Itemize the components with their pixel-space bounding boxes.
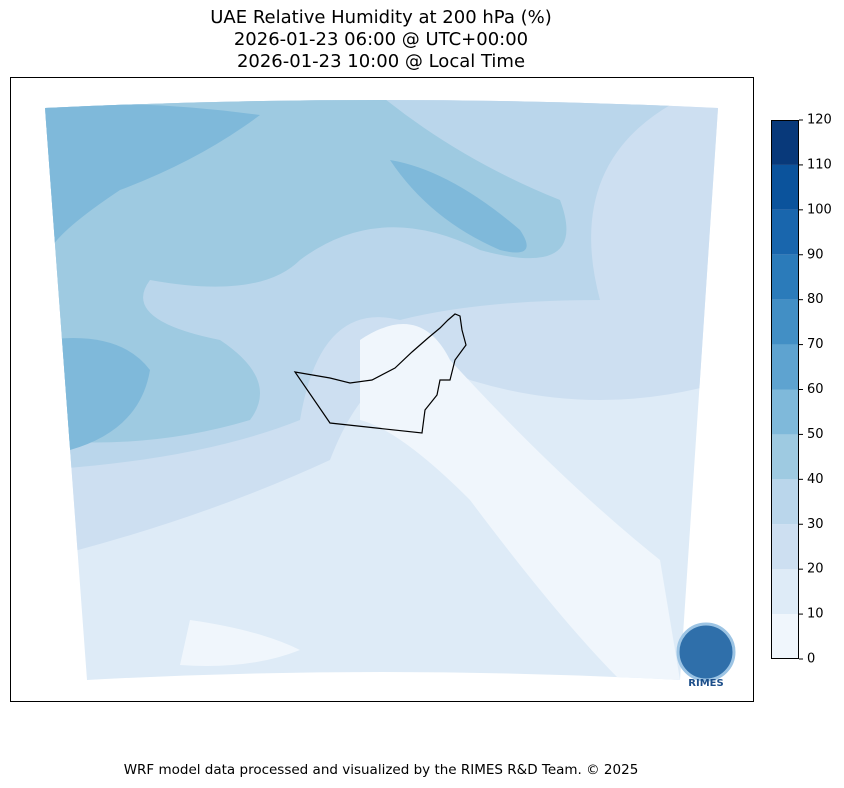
field-50-60 (45, 338, 150, 450)
colorbar-segment (771, 524, 799, 570)
colorbar-segment (771, 434, 799, 480)
colorbar-tick-label: 10 (807, 607, 824, 622)
colorbar-tick-label: 120 (807, 113, 832, 128)
title-line: 2026-01-23 10:00 @ Local Time (237, 51, 525, 72)
colorbar-tick-label: 70 (807, 337, 824, 352)
logo-text: RIMES (688, 678, 723, 689)
colorbar-tick-label: 40 (807, 472, 824, 487)
title-line: UAE Relative Humidity at 200 hPa (%) (210, 7, 551, 28)
colorbar-tick-label: 90 (807, 247, 824, 262)
field-50-60 (45, 103, 260, 250)
colorbar-frame (771, 120, 799, 659)
colorbar-tick-label: 20 (807, 562, 824, 577)
colorbar-tick-label: 80 (807, 292, 824, 307)
uae-border (293, 313, 467, 434)
colorbar-tick-label: 60 (807, 382, 824, 397)
footer: WRF model data processed and visualized … (124, 762, 639, 778)
colorbar-segment (771, 389, 799, 435)
logo-emblem (676, 622, 736, 682)
colorbar-segment (771, 209, 799, 255)
logo: RIMES (676, 622, 736, 689)
field-50-60 (390, 160, 527, 253)
humidity-field (45, 100, 718, 680)
colorbar-segment (771, 569, 799, 615)
colorbar-tick-label: 100 (807, 202, 832, 217)
field-0-10 (360, 324, 680, 680)
colorbar-segment (771, 120, 799, 165)
title-line: 2026-01-23 06:00 @ UTC+00:00 (234, 29, 528, 50)
colorbar-segment (771, 164, 799, 210)
colorbar-segment (771, 479, 799, 525)
colorbar-segment (771, 614, 799, 659)
colorbar-tick-label: 0 (807, 652, 815, 667)
colorbar-tick-label: 50 (807, 427, 824, 442)
colorbar-segment (771, 344, 799, 390)
colorbar-segment (771, 254, 799, 300)
colorbar-segment (771, 299, 799, 345)
colorbar-tick-label: 110 (807, 157, 832, 172)
field-0-10 (180, 620, 300, 666)
colorbar-tick-label: 30 (807, 517, 824, 532)
